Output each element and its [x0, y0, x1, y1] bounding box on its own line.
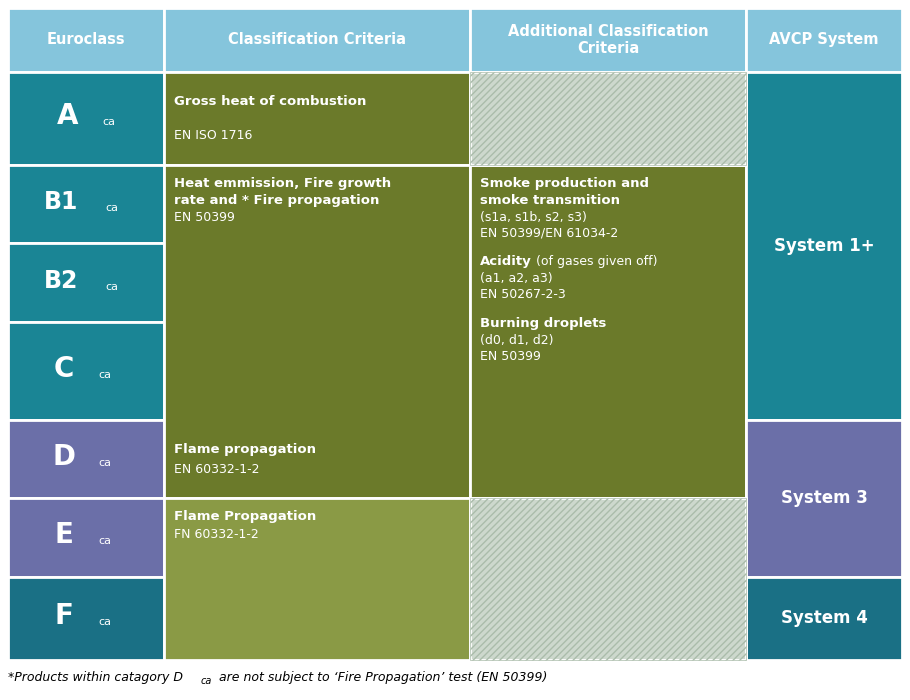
Text: ca: ca — [98, 458, 111, 468]
Text: (a1, a2, a3): (a1, a2, a3) — [480, 272, 552, 285]
Text: Classification Criteria: Classification Criteria — [228, 32, 406, 48]
Text: Burning droplets: Burning droplets — [480, 317, 606, 330]
Bar — [746, 71, 902, 420]
Text: F: F — [55, 602, 74, 630]
Bar — [164, 498, 470, 660]
Bar — [8, 244, 164, 322]
Bar — [164, 8, 470, 71]
Bar — [8, 8, 164, 71]
Bar — [470, 498, 746, 660]
Text: EN 50399: EN 50399 — [174, 211, 235, 224]
Text: D: D — [53, 443, 76, 471]
Text: Smoke production and: Smoke production and — [480, 177, 649, 190]
Text: *Products within catagory D: *Products within catagory D — [8, 671, 183, 685]
Text: (s1a, s1b, s2, s3): (s1a, s1b, s2, s3) — [480, 211, 587, 224]
Text: Flame propagation: Flame propagation — [174, 443, 316, 456]
Bar — [746, 577, 902, 660]
Text: Euroclass: Euroclass — [46, 32, 126, 48]
Bar — [470, 71, 746, 165]
Text: are not subject to ‘Fire Propagation’ test (EN 50399): are not subject to ‘Fire Propagation’ te… — [215, 671, 548, 685]
Text: ca: ca — [103, 118, 116, 127]
Text: ca: ca — [106, 203, 119, 213]
Text: Heat emmission, Fire growth: Heat emmission, Fire growth — [174, 177, 390, 190]
Bar — [470, 8, 746, 71]
Text: E: E — [55, 522, 74, 550]
Bar — [164, 71, 470, 165]
Text: B2: B2 — [44, 269, 78, 293]
Bar — [470, 165, 746, 498]
Text: EN 50399: EN 50399 — [480, 350, 541, 363]
Bar — [746, 8, 902, 71]
Text: ca: ca — [201, 676, 212, 686]
Text: FN 60332-1-2: FN 60332-1-2 — [174, 528, 258, 541]
Bar — [8, 71, 164, 165]
Text: ca: ca — [98, 370, 111, 380]
Bar — [470, 71, 746, 165]
Text: Additional Classification
Criteria: Additional Classification Criteria — [508, 24, 709, 56]
Text: EN 50267-2-3: EN 50267-2-3 — [480, 288, 566, 301]
Bar — [164, 165, 470, 498]
Text: System 4: System 4 — [781, 609, 867, 627]
Text: A: A — [56, 102, 78, 130]
Text: rate and * Fire propagation: rate and * Fire propagation — [174, 194, 379, 207]
Text: ca: ca — [106, 281, 119, 291]
Text: EN 50399/EN 61034-2: EN 50399/EN 61034-2 — [480, 227, 618, 240]
Text: B1: B1 — [44, 190, 78, 214]
Text: System 3: System 3 — [781, 489, 867, 508]
Text: Gross heat of combustion: Gross heat of combustion — [174, 95, 366, 108]
Text: C: C — [54, 355, 75, 383]
Bar — [8, 498, 164, 577]
Bar — [8, 322, 164, 420]
Text: (d0, d1, d2): (d0, d1, d2) — [480, 334, 553, 347]
Text: EN 60332-1-2: EN 60332-1-2 — [174, 463, 259, 476]
Text: System 1+: System 1+ — [774, 237, 875, 255]
Text: AVCP System: AVCP System — [769, 32, 879, 48]
Text: Flame Propagation: Flame Propagation — [174, 510, 316, 523]
Text: smoke transmition: smoke transmition — [480, 194, 620, 207]
Text: ca: ca — [98, 536, 111, 547]
Text: (of gases given off): (of gases given off) — [532, 255, 658, 268]
Text: ca: ca — [98, 617, 111, 627]
Bar — [8, 577, 164, 660]
Bar — [470, 498, 746, 660]
Bar — [8, 165, 164, 244]
Bar — [8, 420, 164, 498]
Bar — [746, 420, 902, 577]
Text: Acidity: Acidity — [480, 255, 531, 268]
Text: EN ISO 1716: EN ISO 1716 — [174, 129, 252, 141]
